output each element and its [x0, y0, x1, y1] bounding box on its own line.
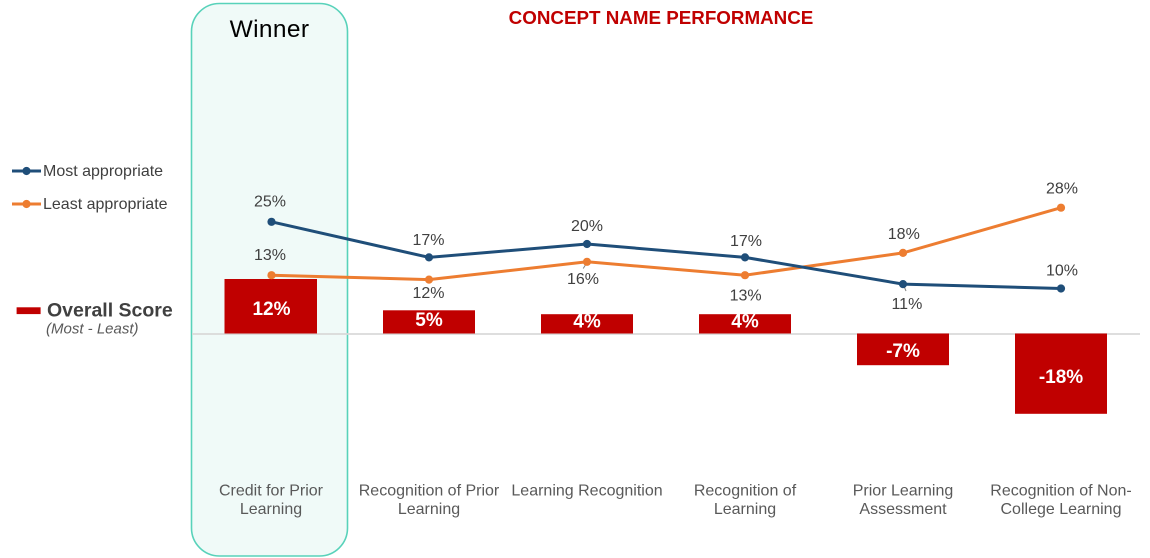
svg-text:Least appropriate: Least appropriate [43, 196, 168, 213]
svg-text:Prior Learning: Prior Learning [853, 483, 954, 500]
svg-text:Learning: Learning [714, 501, 776, 518]
svg-text:13%: 13% [730, 288, 762, 305]
svg-text:20%: 20% [571, 218, 603, 235]
svg-text:Recognition of: Recognition of [694, 483, 797, 500]
svg-text:-18%: -18% [1039, 367, 1083, 388]
svg-text:17%: 17% [412, 232, 444, 249]
svg-text:Assessment: Assessment [859, 501, 947, 518]
svg-text:4%: 4% [731, 312, 759, 333]
svg-text:-7%: -7% [886, 341, 920, 362]
svg-text:Recognition of Non-: Recognition of Non- [990, 483, 1131, 500]
svg-text:13%: 13% [254, 247, 286, 264]
svg-text:5%: 5% [415, 310, 443, 331]
svg-text:11%: 11% [891, 296, 922, 313]
svg-text:12%: 12% [412, 285, 444, 302]
svg-text:(Most - Least): (Most - Least) [46, 320, 139, 337]
svg-text:16%: 16% [567, 271, 599, 288]
svg-text:Learning Recognition: Learning Recognition [511, 483, 662, 500]
svg-text:25%: 25% [254, 194, 286, 211]
svg-text:28%: 28% [1046, 180, 1078, 197]
svg-text:4%: 4% [573, 312, 601, 333]
svg-text:10%: 10% [1046, 262, 1078, 279]
svg-text:CONCEPT NAME PERFORMANCE: CONCEPT NAME PERFORMANCE [509, 7, 814, 28]
svg-text:Learning: Learning [398, 501, 460, 518]
svg-text:Overall Score: Overall Score [47, 299, 173, 321]
svg-text:Recognition of Prior: Recognition of Prior [359, 483, 500, 500]
svg-text:12%: 12% [252, 299, 290, 320]
svg-text:Most appropriate: Most appropriate [43, 163, 163, 180]
svg-text:Learning: Learning [240, 501, 302, 518]
svg-text:Credit for Prior: Credit for Prior [219, 483, 324, 500]
svg-text:Winner: Winner [230, 16, 310, 43]
svg-text:17%: 17% [730, 233, 762, 250]
svg-text:College Learning: College Learning [1001, 501, 1122, 518]
svg-text:18%: 18% [888, 226, 920, 243]
